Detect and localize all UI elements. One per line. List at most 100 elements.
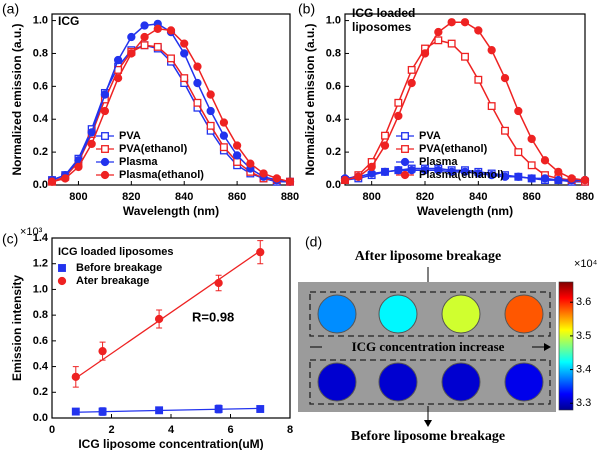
legend-label: Plasma(ethanol)	[419, 169, 504, 181]
data-point	[420, 49, 430, 58]
y-tick-label: 0.0	[33, 179, 48, 191]
data-point	[272, 174, 281, 183]
well	[441, 362, 481, 402]
data-point	[180, 74, 189, 83]
bottom-label: Before liposome breakage	[351, 429, 505, 444]
x-tick-label: 860	[228, 191, 246, 203]
data-point	[206, 121, 215, 130]
y-tick-label: 0.2	[33, 386, 48, 398]
data-point	[474, 26, 483, 35]
data-point	[540, 174, 550, 183]
legend-marker	[101, 132, 109, 140]
legend-label: Plasma	[119, 156, 158, 168]
data-point	[447, 39, 456, 48]
y-axis-title: Normalized emission (a.u.)	[303, 23, 317, 175]
data-point	[527, 174, 536, 183]
colorbar-multiplier: ×10⁴	[574, 258, 598, 270]
panel-label: (c)	[2, 231, 18, 247]
data-point	[219, 131, 229, 140]
x-tick-label: 6	[227, 424, 233, 436]
y-tick-label: 0.8	[326, 47, 341, 59]
legend-marker	[400, 157, 410, 167]
data-point	[434, 27, 443, 37]
data-point	[206, 106, 215, 116]
y-tick-label: 1.4	[33, 232, 49, 244]
y-tick-label: 1.0	[33, 14, 48, 26]
data-point	[407, 78, 416, 88]
data-point	[434, 166, 443, 175]
series-line	[51, 28, 291, 183]
data-point	[447, 167, 456, 176]
data-point	[140, 32, 149, 42]
data-point	[100, 106, 110, 116]
row-box	[309, 291, 551, 337]
y-tick-label: 0.6	[326, 80, 341, 92]
well	[378, 362, 418, 402]
panel-label: (b)	[298, 1, 315, 17]
y-tick-label: 0.8	[33, 47, 48, 59]
data-point	[71, 372, 80, 382]
x-tick-label: 4	[168, 424, 175, 436]
y-tick-label: 1.2	[33, 258, 48, 270]
data-point	[154, 314, 164, 324]
x-tick-label: 860	[522, 191, 540, 203]
panel-label: (a)	[2, 1, 19, 17]
data-point	[219, 143, 228, 152]
legend-label: Plasma	[419, 156, 458, 168]
data-point	[127, 32, 136, 42]
data-point	[447, 18, 456, 27]
colorbar-tick-label: 3.3	[576, 397, 591, 409]
series-line	[51, 23, 291, 183]
legend-marker	[58, 264, 66, 272]
annotation: ICG	[58, 14, 79, 28]
data-point	[407, 65, 416, 74]
x-tick-label: 840	[175, 191, 193, 203]
x-tick-label: 840	[469, 191, 487, 203]
y-tick-label: 0.2	[326, 146, 341, 158]
data-point	[380, 141, 390, 150]
well	[317, 362, 357, 402]
well	[317, 294, 357, 334]
data-point	[61, 174, 70, 183]
data-point	[514, 106, 523, 116]
label-bg	[322, 339, 532, 355]
data-point	[256, 247, 265, 257]
data-point	[214, 405, 223, 413]
data-point	[193, 98, 202, 107]
data-point	[554, 167, 563, 176]
data-point	[113, 73, 123, 83]
data-point	[193, 62, 202, 71]
y-tick-label: 0.0	[326, 179, 341, 191]
data-point	[47, 177, 57, 186]
x-tick-label: 0	[49, 424, 55, 436]
y-axis-title: Emission intensity	[10, 275, 24, 381]
data-point	[71, 407, 80, 416]
x-tick-label: 880	[281, 191, 299, 203]
y-tick-label: 0.6	[33, 80, 48, 92]
data-point	[74, 162, 83, 172]
axis-frame	[51, 13, 291, 186]
data-point	[567, 174, 576, 183]
data-point	[232, 151, 242, 160]
well	[504, 294, 544, 334]
x-axis-title: ICG liposome concentration(uM)	[78, 437, 263, 450]
data-point	[487, 170, 496, 180]
data-point	[367, 162, 376, 172]
data-point	[256, 405, 265, 413]
data-point	[501, 126, 509, 135]
data-point	[113, 55, 123, 65]
data-point	[474, 75, 483, 84]
data-point	[285, 177, 295, 186]
data-point	[380, 167, 390, 176]
data-point	[87, 139, 96, 149]
x-axis-title: Wavelength (nm)	[123, 204, 219, 218]
data-point	[232, 141, 242, 150]
data-point	[155, 406, 164, 415]
data-point	[87, 128, 96, 137]
legend-marker	[400, 170, 410, 180]
well	[504, 362, 544, 402]
data-point	[127, 49, 136, 58]
data-point	[527, 134, 536, 144]
